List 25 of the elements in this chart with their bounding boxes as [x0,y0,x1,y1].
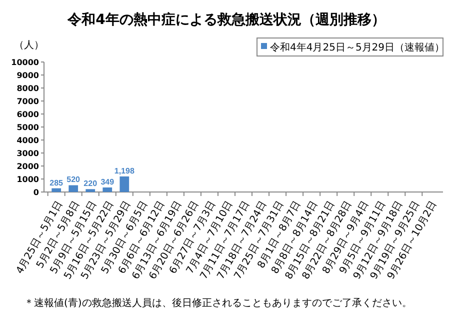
chart-title: 令和4年の熱中症による救急搬送状況（週別推移） [66,11,386,28]
data-label: 220 [84,179,98,188]
bar [52,188,62,192]
y-axis-title: （人） [14,40,44,51]
y-tick-label: 2000 [16,162,40,171]
legend-label: 令和4年4月25日～5月29日（速報値） [270,42,445,54]
text: ＊速報値(青)の救急搬送人員は、後日修正されることもありますのでご了承ください。 [24,297,412,309]
y-tick-label: 5000 [16,122,40,132]
y-tick-label: 8000 [16,84,40,93]
y-tick-label: 0 [33,188,40,197]
y-tick-label: 7000 [16,96,40,106]
bar [68,185,78,192]
data-label: 520 [66,175,81,184]
y-tick-label: 1000 [16,174,40,184]
data-label: 1,198 [114,166,135,176]
y-tick-label: 3000 [16,148,40,158]
y-tick-label: 10000 [11,58,40,67]
bar [86,189,96,192]
y-tick-label: 9000 [16,70,40,80]
bar [102,187,112,192]
data-label: 285 [50,178,64,188]
y-tick-label: 6000 [16,110,40,119]
y-tick-label: 4000 [16,136,40,145]
data-label: 349 [100,177,115,186]
bar [120,176,130,192]
